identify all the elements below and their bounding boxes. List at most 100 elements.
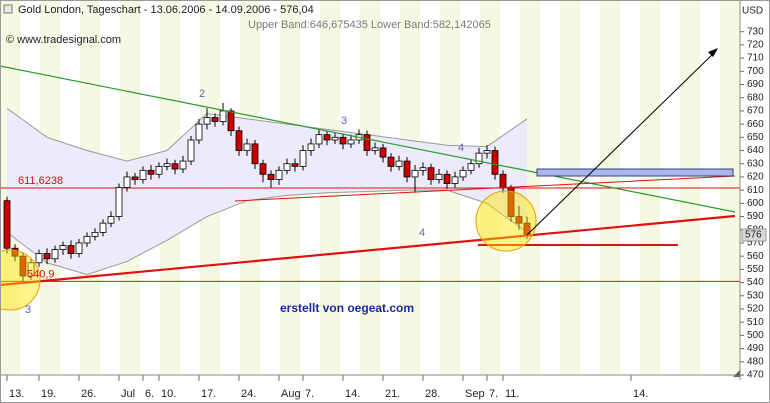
candle-body xyxy=(515,216,523,224)
highlight-circle xyxy=(475,190,537,252)
x-tick-label: Sep xyxy=(465,388,485,400)
y-tick-label: 480 xyxy=(747,356,764,367)
y-tick-label: 590 xyxy=(747,211,764,222)
last-price-label: 576 xyxy=(745,230,762,241)
candle-body xyxy=(19,255,27,277)
candle-body xyxy=(99,222,107,233)
y-tick-label: 610 xyxy=(747,185,764,196)
x-tick-label: 17. xyxy=(201,388,216,400)
candle-body xyxy=(51,249,59,260)
plot-layer xyxy=(0,102,740,282)
candle-body xyxy=(3,200,11,249)
y-tick-label: 680 xyxy=(747,92,764,103)
x-tick-label: Jul xyxy=(121,388,135,400)
candle-body xyxy=(91,231,99,237)
y-tick-label: 490 xyxy=(747,343,764,354)
candle-body xyxy=(411,169,419,178)
trendline xyxy=(0,65,736,213)
indicator-text: Upper Band:646,675435 Lower Band:582,142… xyxy=(248,19,491,31)
candle-body xyxy=(307,143,315,151)
resistance-zone xyxy=(536,168,734,177)
candle-body xyxy=(483,150,491,154)
x-tick-label: 14. xyxy=(633,388,648,400)
candle-body xyxy=(475,152,483,165)
level-label: 611,6238 xyxy=(18,175,63,187)
x-tick-label: 14. xyxy=(345,388,360,400)
y-tick-label: 630 xyxy=(747,158,764,169)
candle-body xyxy=(59,245,67,250)
candle-body xyxy=(107,216,115,224)
candle-body xyxy=(211,117,219,122)
x-tick-label: 6. xyxy=(145,388,154,400)
candle-body xyxy=(499,173,507,188)
x-tick-label: 28. xyxy=(425,388,440,400)
candle-body xyxy=(379,147,387,158)
candle-body xyxy=(419,167,427,171)
candle-body xyxy=(275,169,283,180)
copyright: © www.tradesignal.com xyxy=(6,34,121,46)
y-tick-label: 500 xyxy=(747,330,764,341)
candle-body xyxy=(395,160,403,167)
candle-body xyxy=(131,176,139,180)
x-tick-label: 11. xyxy=(505,388,519,400)
candle-body xyxy=(195,123,203,141)
y-tick-label: 700 xyxy=(747,66,764,77)
wave-label: 4 xyxy=(458,142,464,154)
candle-body xyxy=(403,160,411,178)
candle-body xyxy=(155,165,163,175)
highlight-circle xyxy=(0,249,41,311)
x-tick-label: 21. xyxy=(385,388,400,400)
y-tick-label: 540 xyxy=(747,277,764,288)
overlay-layer: 4704804905005105205305405505605705805906… xyxy=(6,26,767,400)
x-tick-label: 19. xyxy=(41,388,56,400)
candle-body xyxy=(187,139,195,162)
band-line xyxy=(6,107,528,162)
y-axis-title: USD xyxy=(742,6,763,17)
level-label: 540,9 xyxy=(27,268,55,280)
forecast-arrow xyxy=(526,50,717,236)
candle-body xyxy=(43,253,51,260)
candle-body xyxy=(371,147,379,151)
candle-body xyxy=(291,163,299,167)
x-tick-label: 24. xyxy=(241,388,256,400)
candle-body xyxy=(451,176,459,184)
candle-body xyxy=(227,110,235,132)
candle-body xyxy=(331,136,339,141)
credit: erstellt von oegeat.com xyxy=(280,301,414,315)
candle-body xyxy=(179,160,187,170)
x-tick-label: 7. xyxy=(489,388,498,400)
x-tick-label: 13. xyxy=(9,388,24,400)
y-tick-label: 660 xyxy=(747,119,764,130)
y-tick-label: 550 xyxy=(747,264,764,275)
y-tick-label: 690 xyxy=(747,79,764,90)
candle-body xyxy=(67,245,75,254)
candle-body xyxy=(387,156,395,167)
wave-label: 3 xyxy=(25,304,31,316)
last-price-box xyxy=(741,228,767,242)
y-tick-label: 670 xyxy=(747,106,764,117)
candle-body xyxy=(435,173,443,180)
arrow-head xyxy=(708,48,718,57)
wave-label: 2 xyxy=(199,88,205,100)
candle-body xyxy=(467,163,475,171)
band-fill-layer xyxy=(6,107,528,276)
y-tick-label: 520 xyxy=(747,304,764,315)
candle-body xyxy=(147,169,155,175)
y-tick-label: 620 xyxy=(747,172,764,183)
candle-body xyxy=(115,187,123,217)
candle-body xyxy=(299,150,307,167)
candle-body xyxy=(139,169,147,180)
candle-body xyxy=(251,143,259,165)
candle-body xyxy=(123,176,131,188)
candle-body xyxy=(203,117,211,125)
y-tick-label: 730 xyxy=(747,26,764,37)
chart-title: Gold London, Tageschart - 13.06.2006 - 1… xyxy=(18,4,314,16)
candle-body xyxy=(259,163,267,175)
candle-body xyxy=(83,235,91,244)
candle-body xyxy=(283,163,291,171)
candle-body xyxy=(339,136,347,145)
y-tick-label: 570 xyxy=(747,238,764,249)
candle-body xyxy=(315,134,323,145)
candle-body xyxy=(491,150,499,175)
